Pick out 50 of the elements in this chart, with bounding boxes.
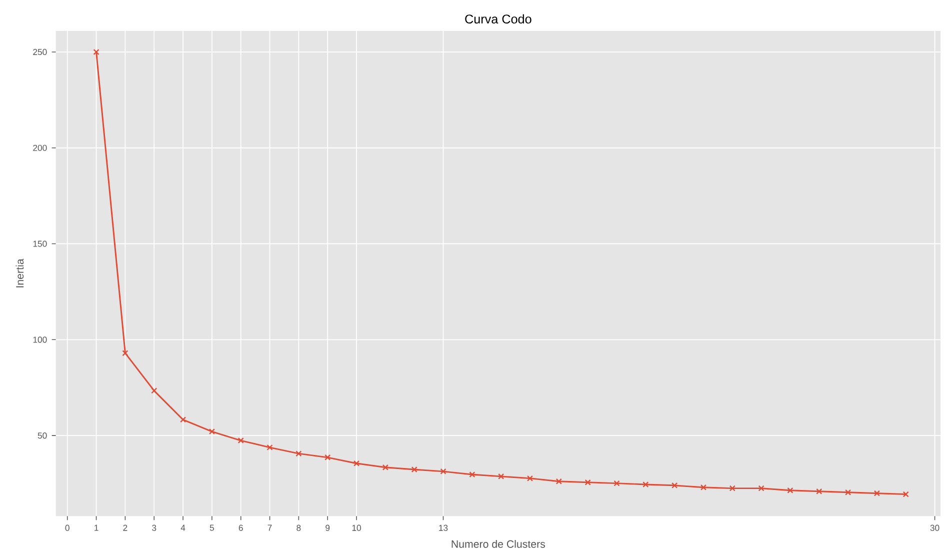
point: [902, 491, 909, 498]
point: [238, 437, 244, 444]
point: [151, 388, 158, 394]
x-tick-label: 10: [352, 524, 361, 531]
point: [672, 482, 678, 488]
point: [844, 489, 852, 496]
point: [411, 466, 418, 472]
x-tick-label: 5: [210, 524, 214, 531]
x-axis-title: Numero de Clusters: [452, 540, 546, 548]
point: [122, 350, 128, 356]
point: [498, 473, 504, 480]
point: [440, 468, 446, 474]
x-tick-label: 4: [180, 524, 186, 531]
chart-title: Curva Codo: [465, 14, 532, 24]
y-tick-label: 50: [38, 432, 47, 438]
x-tick-label: 8: [296, 524, 301, 531]
point: [584, 479, 591, 486]
y-tick-label: 250: [33, 48, 47, 55]
point: [816, 488, 822, 494]
x-tick-label: 0: [65, 524, 70, 531]
point: [93, 48, 100, 55]
y-tick-label: 100: [33, 336, 47, 343]
point: [180, 416, 186, 423]
point: [353, 460, 360, 466]
point: [382, 464, 388, 470]
point: [296, 450, 302, 456]
point: [324, 454, 331, 460]
x-tick-label: 9: [326, 524, 330, 531]
y-axis-title: Inertia: [16, 258, 24, 288]
point: [874, 490, 880, 496]
x-tick-label: 7: [268, 524, 272, 531]
x-tick-label: 1: [94, 524, 98, 531]
y-tick-label: 150: [33, 240, 47, 247]
point: [614, 480, 620, 486]
point: [758, 485, 764, 492]
point: [469, 471, 476, 478]
point: [787, 487, 794, 494]
point: [208, 428, 215, 434]
point: [556, 478, 562, 484]
x-tick-label: 13: [439, 524, 448, 531]
point: [642, 481, 649, 488]
point: [266, 444, 273, 450]
x-tick-label: 30: [930, 524, 940, 531]
point: [700, 484, 707, 490]
point: [729, 485, 736, 492]
x-tick-label: 3: [152, 524, 156, 531]
point: [526, 475, 534, 482]
x-tick-label: 2: [123, 524, 128, 531]
x-tick-label: 6: [238, 524, 243, 531]
y-tick-label: 200: [33, 144, 47, 151]
